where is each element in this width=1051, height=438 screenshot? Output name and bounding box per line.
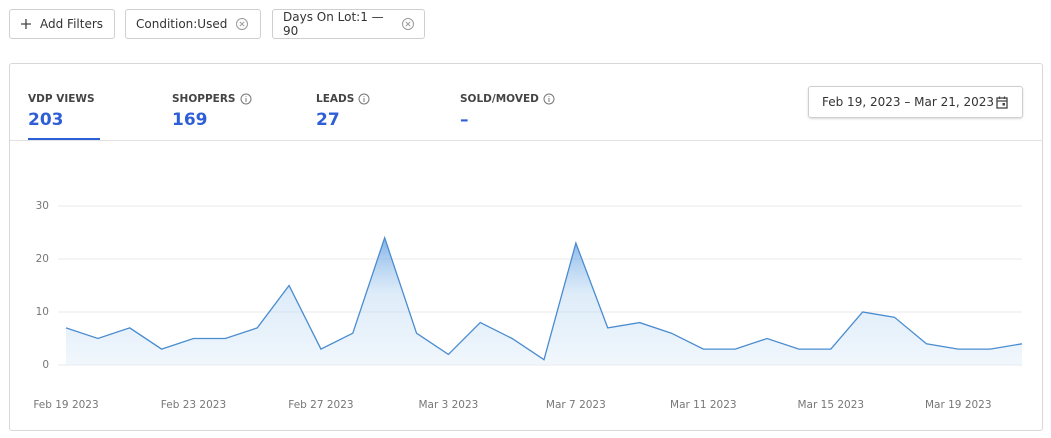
tab[interactable]: SHOPPERS 169: [172, 92, 252, 130]
add-filters-label: Add Filters: [40, 17, 104, 31]
plus-icon: [21, 19, 31, 29]
tab[interactable]: LEADS 27: [316, 92, 370, 130]
date-range-text: Feb 19, 2023 – Mar 21, 2023: [822, 95, 995, 109]
tab-label: SHOPPERS: [172, 92, 252, 106]
x-tick-label: Mar 15 2023: [798, 399, 865, 411]
tab-label: LEADS: [316, 92, 370, 106]
x-tick-label: Mar 19 2023: [925, 399, 992, 411]
y-tick-label: 20: [36, 253, 49, 265]
tab[interactable]: SOLD/MOVED –: [460, 92, 555, 130]
area-fill: [66, 237, 1022, 365]
tab-value: 203: [28, 110, 64, 130]
tab-value: 169: [172, 110, 208, 130]
metrics-card: [9, 63, 1043, 431]
x-tick-label: Feb 23 2023: [161, 399, 226, 411]
calendar-icon: [996, 96, 1008, 109]
filter-chip[interactable]: Days On Lot:1 — 90: [272, 9, 425, 39]
tab-label-text: LEADS: [316, 93, 355, 105]
tab-value: –: [460, 110, 469, 130]
y-tick-label: 30: [36, 200, 49, 212]
x-tick-label: Mar 11 2023: [670, 399, 737, 411]
filter-chip[interactable]: Condition:Used: [125, 9, 261, 39]
x-tick-label: Mar 7 2023: [546, 399, 606, 411]
tab[interactable]: VDP VIEWS 203: [28, 92, 95, 130]
tab-label-text: SOLD/MOVED: [460, 93, 539, 105]
line: [65, 235, 1023, 361]
tab-label-text: VDP VIEWS: [28, 93, 95, 105]
x-tick-label: Feb 27 2023: [288, 399, 353, 411]
active-tab-underline: [28, 138, 100, 140]
add-filters-button[interactable]: Add Filters: [9, 9, 115, 39]
info-icon[interactable]: [240, 93, 252, 105]
y-tick-label: 10: [36, 306, 49, 318]
remove-icon[interactable]: [401, 17, 414, 31]
tab-label-text: SHOPPERS: [172, 93, 236, 105]
tab-label: SOLD/MOVED: [460, 92, 555, 106]
x-tick-label: Mar 3 2023: [418, 399, 478, 411]
chip-label: Days On Lot:1 — 90: [283, 10, 384, 38]
x-tick-label: Feb 19 2023: [33, 399, 98, 411]
chip-label: Condition:Used: [136, 17, 228, 31]
tab-label: VDP VIEWS: [28, 92, 95, 106]
remove-icon[interactable]: [235, 17, 249, 31]
y-tick-label: 0: [42, 359, 49, 371]
info-icon[interactable]: [543, 93, 555, 105]
tab-value: 27: [316, 110, 340, 130]
date-range-picker[interactable]: Feb 19, 2023 – Mar 21, 2023: [808, 86, 1023, 118]
divider: [10, 140, 1042, 141]
info-icon[interactable]: [358, 93, 370, 105]
